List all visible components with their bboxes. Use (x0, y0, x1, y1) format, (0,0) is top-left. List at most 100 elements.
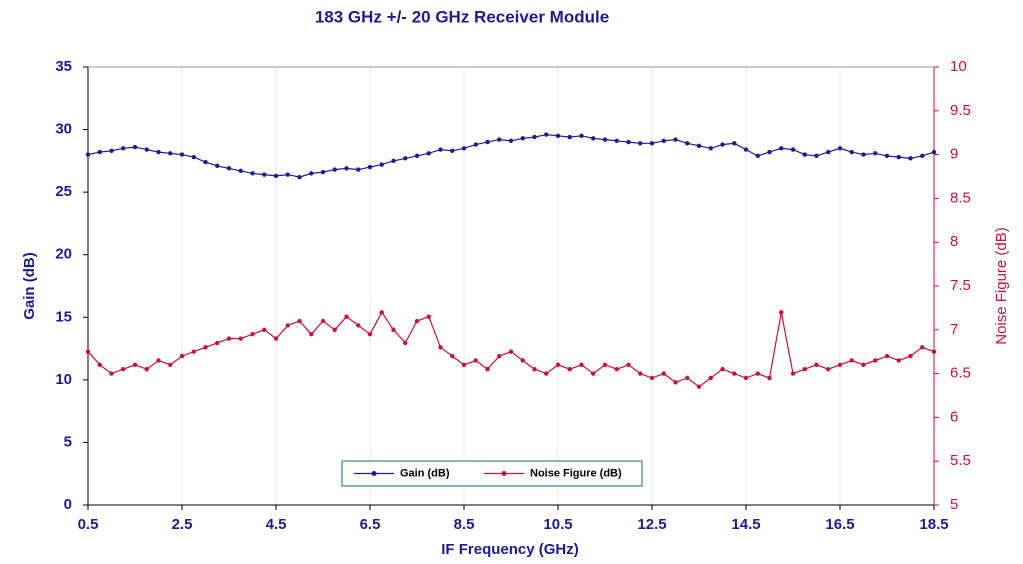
series-line (87, 311, 935, 388)
data-point (461, 362, 467, 368)
data-point (438, 147, 443, 152)
x-tick-label: 8.5 (454, 516, 475, 533)
data-point (356, 167, 361, 172)
data-point (168, 362, 173, 368)
data-point (226, 336, 232, 341)
y-tick-label: 30 (55, 121, 72, 138)
y2-axis-label: Noise Figure (dB) (993, 227, 1010, 345)
data-point (262, 172, 267, 177)
data-point (884, 353, 890, 359)
data-point (215, 163, 220, 169)
data-point (168, 151, 173, 156)
data-point (121, 146, 126, 151)
y2-tick-label: 6 (950, 408, 958, 425)
legend-marker (371, 471, 377, 476)
data-point (250, 331, 255, 337)
data-point (614, 367, 619, 372)
data-point (497, 137, 502, 142)
data-point (520, 136, 525, 141)
data-point (708, 375, 713, 381)
y2-tick-label: 5 (950, 496, 958, 513)
data-point (861, 362, 866, 368)
data-point (485, 139, 490, 145)
data-point (614, 138, 619, 144)
data-point (638, 371, 643, 376)
y2-tick-label: 8.5 (950, 189, 971, 206)
data-point (485, 367, 490, 372)
data-point (226, 166, 232, 171)
x-axis-label: IF Frequency (GHz) (441, 541, 579, 558)
data-point (743, 375, 749, 381)
data-point (673, 380, 678, 385)
x-tick-label: 18.5 (919, 516, 948, 533)
data-point (814, 362, 819, 368)
data-point (649, 375, 655, 381)
data-point (849, 149, 854, 155)
y2-tick-label: 10 (950, 58, 967, 75)
data-point (861, 152, 866, 157)
data-point (779, 310, 784, 315)
data-point (179, 152, 185, 157)
data-point (649, 141, 655, 146)
data-point (344, 314, 349, 319)
y-tick-label: 35 (55, 58, 72, 75)
data-point (873, 358, 878, 363)
data-point (191, 349, 196, 354)
data-point (732, 371, 737, 376)
data-point (297, 174, 302, 180)
data-point (567, 367, 572, 372)
data-point (884, 153, 890, 159)
data-point (344, 166, 349, 171)
x-tick-label: 2.5 (172, 516, 193, 533)
data-point (532, 367, 537, 372)
data-point (144, 147, 149, 152)
y2-tick-label: 9.5 (950, 102, 971, 119)
data-point (755, 153, 760, 159)
data-point (391, 327, 396, 332)
data-point (591, 371, 596, 376)
data-point (203, 345, 208, 350)
data-point (708, 146, 713, 151)
data-point (403, 156, 408, 161)
data-point (156, 358, 161, 363)
data-point (132, 144, 138, 150)
data-point (238, 336, 243, 341)
data-point (356, 323, 361, 328)
data-point (132, 362, 138, 368)
data-point (579, 133, 584, 139)
data-point (156, 149, 161, 155)
data-point (685, 375, 690, 381)
x-tick-label: 16.5 (825, 516, 854, 533)
data-point (461, 146, 467, 151)
data-point (497, 353, 502, 359)
y-axis-label: Gain (dB) (21, 252, 38, 320)
x-tick-label: 10.5 (543, 516, 572, 533)
data-point (931, 349, 937, 354)
data-point (555, 133, 561, 139)
data-point (896, 358, 901, 363)
data-point (285, 323, 290, 328)
data-point (473, 142, 478, 147)
data-point (720, 142, 725, 147)
data-point (661, 371, 666, 376)
data-point (544, 371, 549, 376)
data-point (309, 331, 314, 337)
data-point (450, 353, 455, 359)
data-point (297, 318, 302, 324)
data-point (215, 340, 220, 346)
data-point (332, 327, 337, 332)
data-point (567, 134, 572, 140)
y2-tick-label: 7 (950, 321, 958, 338)
data-point (379, 162, 384, 167)
data-point (790, 371, 796, 376)
data-point (426, 314, 431, 319)
data-point (873, 151, 878, 156)
data-point (626, 139, 631, 145)
data-point (179, 353, 185, 359)
data-point (191, 154, 196, 160)
data-point (732, 141, 737, 146)
data-point (320, 318, 326, 324)
data-point (403, 340, 408, 346)
data-point (779, 146, 784, 151)
data-point (626, 362, 631, 368)
